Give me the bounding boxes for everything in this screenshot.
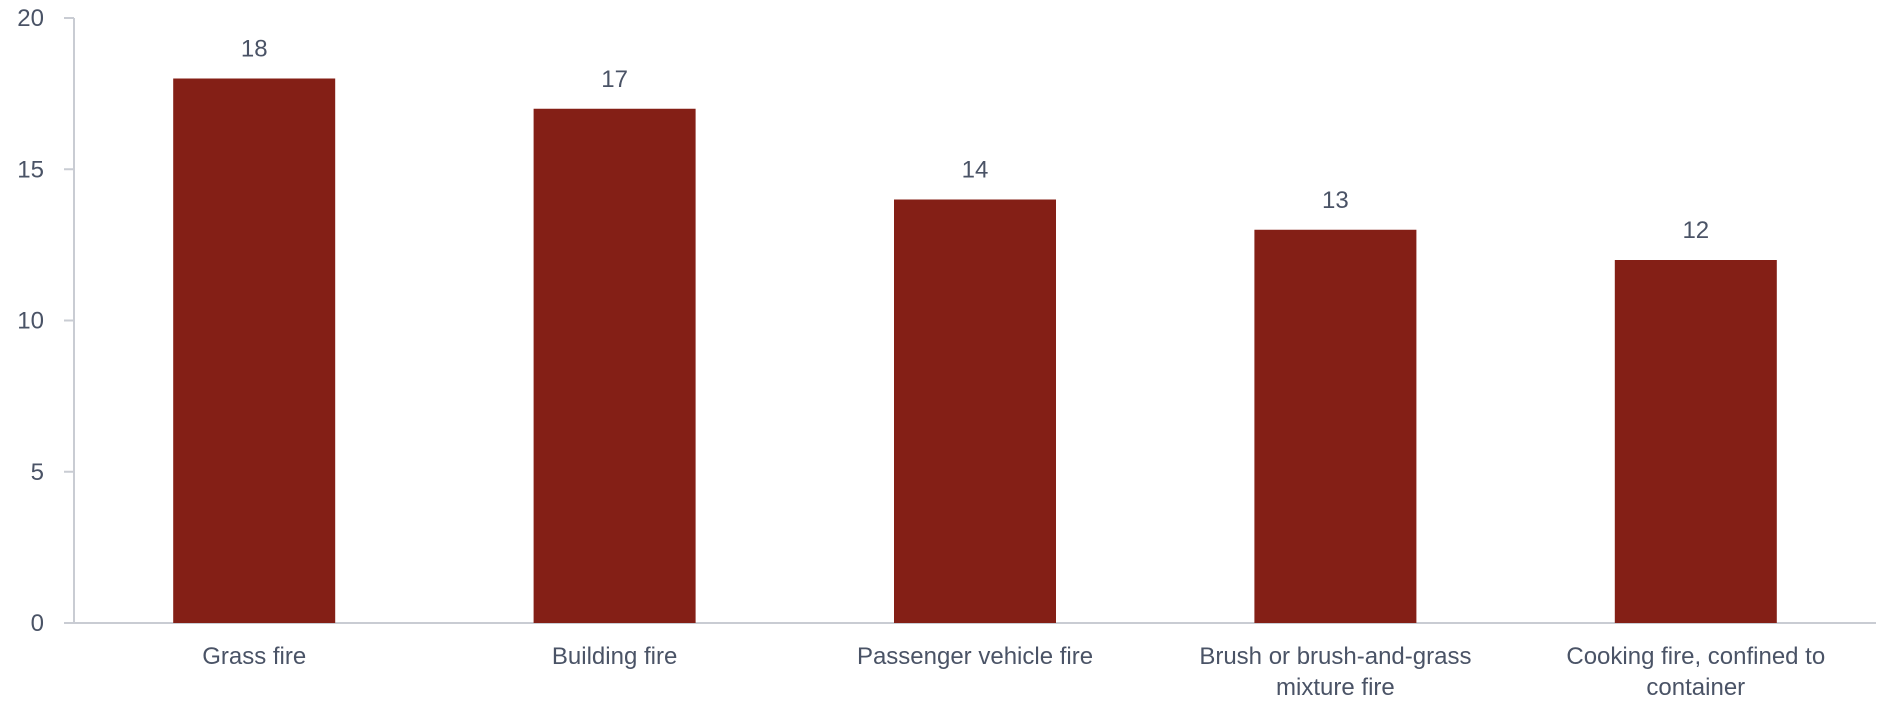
bar — [533, 108, 696, 623]
bar-value-label: 14 — [962, 157, 989, 184]
bar — [894, 199, 1056, 623]
category-label: Building fire — [552, 643, 677, 670]
bar — [1254, 229, 1417, 623]
bar — [1614, 260, 1777, 623]
category-label-line: Cooking fire, confined to — [1566, 643, 1825, 670]
y-tick-label: 0 — [31, 610, 44, 637]
value-labels-group: 18 17 14 13 12 — [241, 36, 1709, 245]
category-label: Passenger vehicle fire — [857, 643, 1093, 670]
category-label-line: Passenger vehicle fire — [857, 643, 1093, 670]
bar-value-label: 12 — [1682, 217, 1709, 244]
bars-group — [173, 78, 1777, 623]
bar-value-label: 13 — [1322, 187, 1349, 214]
y-tick-label: 10 — [17, 308, 44, 335]
category-label-line: Building fire — [552, 643, 677, 670]
y-tick-label: 5 — [31, 459, 44, 486]
category-label-line: Grass fire — [202, 643, 306, 670]
bar — [173, 78, 336, 623]
category-label-line: Brush or brush-and-grass — [1199, 643, 1471, 670]
category-label-line: mixture fire — [1276, 674, 1395, 701]
bar-value-label: 18 — [241, 36, 268, 63]
bar-value-label: 17 — [601, 66, 628, 93]
y-tick-label: 20 — [17, 5, 44, 32]
category-labels-group: Grass fire Building fire Passenger vehicle… — [202, 643, 1825, 701]
y-axis: 0 5 10 15 20 — [17, 5, 75, 637]
category-label-line: container — [1646, 674, 1745, 701]
category-label: Cooking fire, confined to container — [1566, 643, 1825, 701]
category-label: Grass fire — [202, 643, 306, 670]
category-label: Brush or brush-and-grass mixture fire — [1199, 643, 1471, 701]
y-tick-label: 15 — [17, 156, 44, 183]
